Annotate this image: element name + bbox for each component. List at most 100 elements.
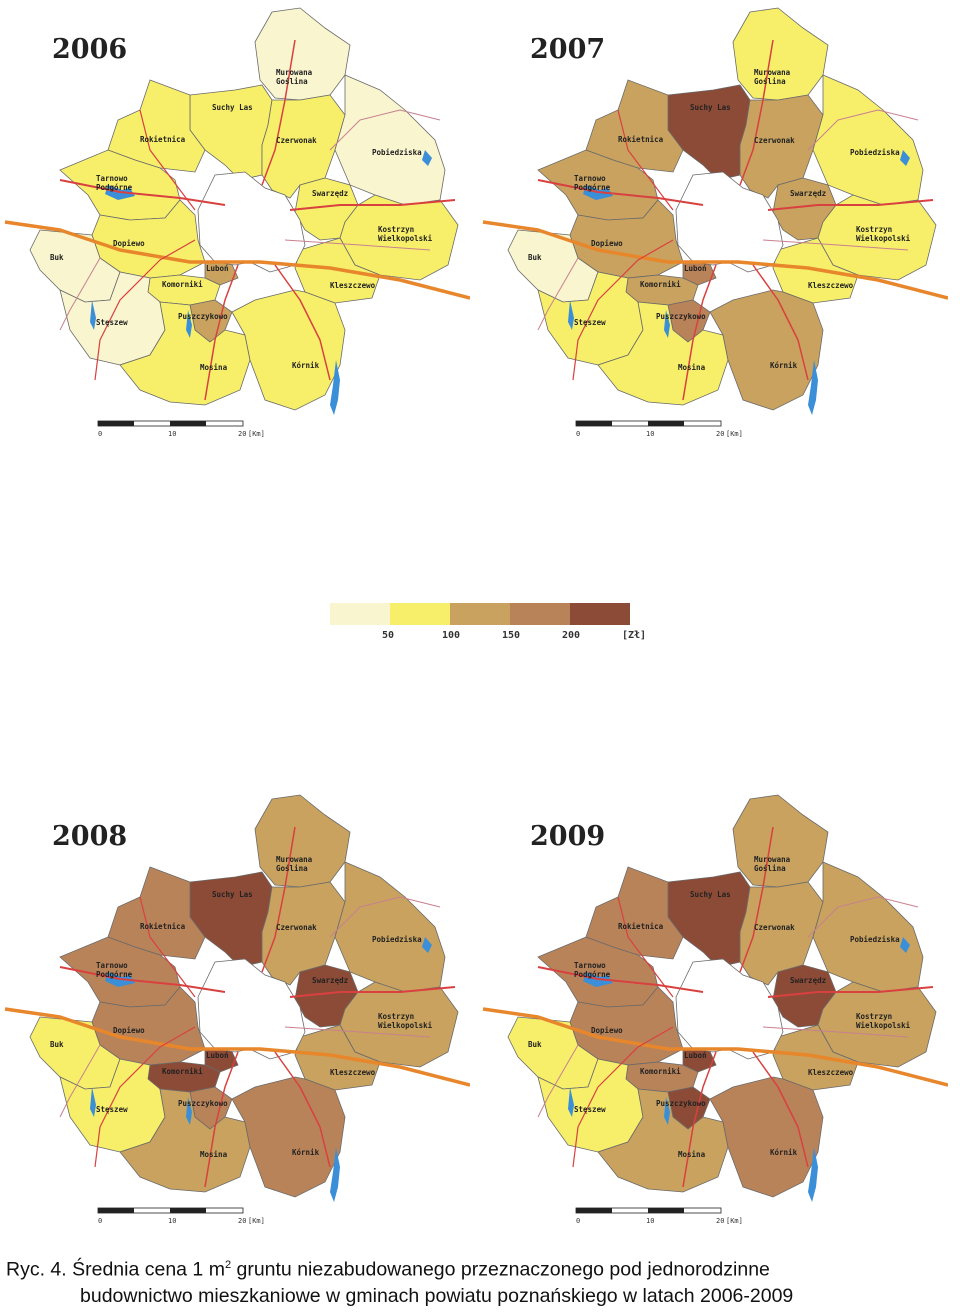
water-body — [808, 360, 818, 415]
municipality-suchy-las — [667, 871, 751, 968]
municipality-suchy-las — [189, 871, 273, 968]
water-body — [186, 1097, 192, 1125]
municipality-label: Suchy Las — [212, 890, 253, 899]
municipality-kórnik — [709, 289, 824, 411]
road-line — [617, 109, 674, 211]
municipality-label: Rokietnica — [140, 922, 186, 931]
road-line — [807, 896, 919, 938]
legend-label: 100 — [442, 630, 460, 641]
map-panel-2007: Murowana Goślina Suchy Las Rokietnica Czerwo… — [478, 0, 948, 450]
road-line — [752, 1051, 809, 1168]
road-line — [537, 179, 704, 206]
road-line — [572, 1026, 674, 1168]
scale-bar: 0 10 20 [Km] — [97, 420, 265, 438]
municipality-label: Kleszczewo — [330, 281, 376, 290]
year-title: 2009 — [530, 821, 605, 852]
municipality-label: Murowana — [754, 855, 791, 864]
road-line — [537, 966, 704, 993]
municipality-label: Buk — [50, 253, 64, 262]
road-line — [807, 109, 919, 151]
water-body — [90, 1087, 96, 1117]
municipality-label: Dopiewo — [113, 1026, 145, 1035]
municipality-kostrzyn-wielkopolski — [339, 194, 459, 281]
municipality-label: Wielkopolski — [856, 1021, 911, 1030]
municipality-label: Pobiedziska — [372, 935, 422, 944]
municipality-label: Kórnik — [292, 361, 320, 370]
road-line — [4, 1007, 470, 1087]
road-line — [739, 39, 774, 186]
municipality-label: Puszczykowo — [178, 312, 228, 321]
municipality-label: Czerwonak — [276, 923, 317, 932]
municipality-kórnik — [231, 289, 346, 411]
scale-label: 20 — [238, 1217, 246, 1225]
municipality-label: Tarnowo — [96, 174, 128, 183]
municipality-label: Tarnowo — [574, 961, 606, 970]
municipality-label: Puszczykowo — [656, 312, 706, 321]
municipality-label: Kórnik — [770, 1148, 798, 1157]
road-line — [682, 1051, 717, 1188]
municipality-label: Luboń — [206, 264, 229, 273]
scale-bar: 0 10 20 [Km] — [97, 1207, 265, 1225]
road-line — [537, 257, 579, 331]
road-line — [289, 986, 456, 998]
municipality-label: Dopiewo — [113, 239, 145, 248]
water-body — [330, 1147, 340, 1202]
legend-swatch — [330, 603, 390, 625]
road-line — [204, 264, 239, 401]
municipality-label: Czerwonak — [754, 923, 795, 932]
caption-line1-b: gruntu niezabudowanego przeznaczonego po… — [231, 1258, 770, 1281]
road-line — [261, 39, 296, 186]
road-line — [329, 896, 441, 938]
municipality-mosina — [119, 301, 251, 406]
municipality-label: Luboń — [684, 264, 707, 273]
road-line — [59, 257, 101, 331]
road-line — [274, 1051, 331, 1168]
scale-label: 0 — [98, 1217, 102, 1225]
municipality-label: Mosina — [200, 363, 228, 372]
municipality-label: Czerwonak — [276, 136, 317, 145]
water-body — [900, 150, 910, 166]
scale-label: [Km] — [248, 430, 265, 438]
municipality-label: Kleszczewo — [330, 1068, 376, 1077]
municipality-pobiedziska — [334, 74, 446, 206]
year-title: 2006 — [52, 34, 127, 65]
municipality-label: Kleszczewo — [808, 1068, 854, 1077]
scale-label: 10 — [646, 430, 654, 438]
municipality-label: Pobiedziska — [850, 935, 900, 944]
municipality-label: Podgórne — [574, 183, 611, 192]
municipality-label: Buk — [50, 1040, 64, 1049]
municipality-murowana-goślina — [732, 794, 829, 888]
municipality-mosina — [597, 1088, 729, 1193]
legend-swatch — [570, 603, 630, 625]
water-body — [664, 310, 670, 338]
road-line — [617, 896, 674, 998]
year-title: 2008 — [52, 821, 127, 852]
municipality-label: Dopiewo — [591, 1026, 623, 1035]
municipality-label: Komorniki — [640, 1067, 681, 1076]
road-line — [274, 264, 331, 381]
municipality-kórnik — [709, 1076, 824, 1198]
road-line — [329, 109, 441, 151]
road-line — [537, 1044, 579, 1118]
municipality-label: Puszczykowo — [178, 1099, 228, 1108]
scale-label: [Km] — [726, 1217, 743, 1225]
municipality-suchy-las — [189, 84, 273, 181]
municipality-label: Komorniki — [640, 280, 681, 289]
road-line — [139, 109, 196, 211]
municipality-label: Rokietnica — [140, 135, 186, 144]
municipality-label: Rokietnica — [618, 135, 664, 144]
municipality-label: Kostrzyn — [378, 225, 414, 234]
municipality-label: Goślina — [754, 77, 786, 86]
municipality-label: Swarzędz — [790, 189, 826, 198]
water-body — [186, 310, 192, 338]
municipality-kostrzyn-wielkopolski — [817, 194, 937, 281]
road-line — [4, 220, 470, 300]
scale-label: 10 — [168, 1217, 176, 1225]
municipality-label: Goślina — [754, 864, 786, 873]
municipality-label: Czerwonak — [754, 136, 795, 145]
caption-line1-a: Ryc. 4. Średnia cena 1 m — [6, 1258, 225, 1281]
legend-svg: 50 100 150 200 [Zł] — [330, 603, 646, 641]
water-body — [568, 1087, 574, 1117]
road-line — [59, 966, 226, 993]
